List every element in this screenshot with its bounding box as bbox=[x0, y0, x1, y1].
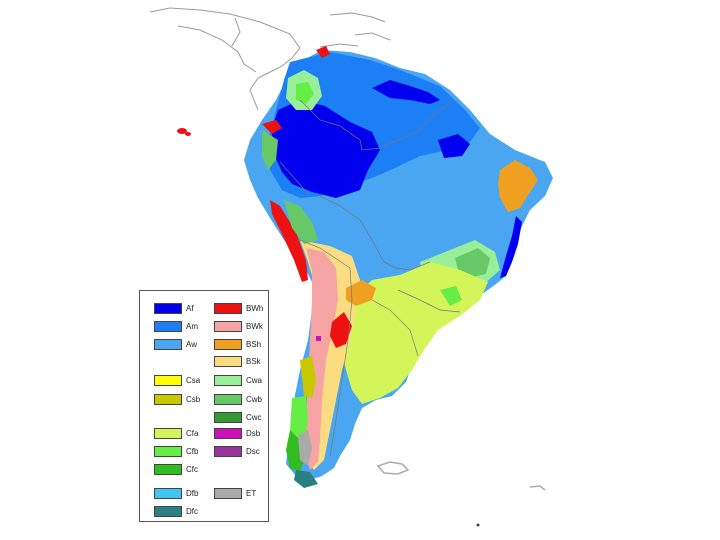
legend-swatch-et bbox=[214, 487, 242, 499]
cfb-colombia bbox=[296, 82, 314, 104]
legend-item-dfc: Dfc bbox=[154, 505, 198, 517]
legend-item-dsb: Dsb bbox=[214, 427, 260, 439]
bwh-north bbox=[262, 120, 282, 134]
dfc-tip bbox=[294, 470, 318, 488]
af-north-coast bbox=[372, 80, 440, 104]
legend-swatch-bwh bbox=[214, 302, 242, 314]
legend-label-cfc: Cfc bbox=[186, 464, 198, 474]
islands bbox=[177, 128, 546, 527]
bsh-ne-brazil bbox=[498, 160, 538, 212]
legend-item-cwc: Cwc bbox=[214, 411, 262, 423]
legend-label-dfb: Dfb bbox=[186, 488, 199, 498]
cwb-andes bbox=[284, 200, 318, 244]
legend-label-bwk: BWk bbox=[246, 321, 263, 331]
legend-label-bwh: BWh bbox=[246, 303, 264, 313]
legend-item-cfc: Cfc bbox=[154, 463, 198, 475]
legend-item-bwh: BWh bbox=[214, 302, 263, 314]
legend-label-cwa: Cwa bbox=[246, 375, 263, 385]
legend-item-am: Am bbox=[154, 320, 198, 332]
af-amazon bbox=[272, 100, 380, 198]
legend-label-am: Am bbox=[186, 321, 198, 331]
dsb-spot bbox=[316, 336, 321, 341]
legend-swatch-dfc bbox=[154, 505, 182, 517]
legend-item-dfb: Dfb bbox=[154, 487, 198, 499]
legend-label-cfb: Cfb bbox=[186, 446, 199, 456]
legend-item-csb: Csb bbox=[154, 393, 200, 405]
legend-swatch-af bbox=[154, 302, 182, 314]
bwh-caribbean bbox=[316, 46, 330, 58]
csb-chile bbox=[300, 356, 316, 398]
legend-label-dsc: Dsc bbox=[246, 446, 260, 456]
et-patagonia bbox=[298, 430, 312, 466]
legend-swatch-dfb bbox=[154, 487, 182, 499]
bwh-chaco bbox=[330, 312, 352, 348]
cfb-highlands bbox=[440, 286, 462, 306]
legend-label-bsk: BSk bbox=[246, 356, 261, 366]
legend-swatch-bsk bbox=[214, 355, 242, 367]
bwk-andes bbox=[304, 248, 338, 470]
legend-label-cwc: Cwc bbox=[246, 412, 262, 422]
legend-item-cfa: Cfa bbox=[154, 427, 198, 439]
map-legend: Af Am Aw Csa Csb Cfa Cfb Cfc Dfb Dfc BWh bbox=[139, 290, 269, 522]
legend-item-bwk: BWk bbox=[214, 320, 263, 332]
af-east-patch bbox=[438, 134, 470, 158]
legend-item-csa: Csa bbox=[154, 374, 200, 386]
legend-label-cwb: Cwb bbox=[246, 394, 263, 404]
legend-item-bsk: BSk bbox=[214, 355, 261, 367]
legend-label-bsh: BSh bbox=[246, 339, 262, 349]
legend-swatch-am bbox=[154, 320, 182, 332]
cwb-colombia bbox=[262, 130, 278, 170]
legend-label-csb: Csb bbox=[186, 394, 201, 404]
af-east-coast bbox=[500, 216, 522, 278]
legend-item-cwb: Cwb bbox=[214, 393, 262, 405]
legend-label-dfc: Dfc bbox=[186, 506, 198, 516]
legend-label-dsb: Dsb bbox=[246, 428, 261, 438]
legend-label-csa: Csa bbox=[186, 375, 201, 385]
legend-swatch-cwc bbox=[214, 411, 242, 423]
legend-item-bsh: BSh bbox=[214, 338, 261, 350]
legend-swatch-bwk bbox=[214, 320, 242, 332]
legend-swatch-bsh bbox=[214, 338, 242, 350]
cwb-brazil bbox=[455, 248, 490, 278]
bsh-chaco bbox=[346, 280, 376, 306]
legend-swatch-aw bbox=[154, 338, 182, 350]
legend-swatch-cwb bbox=[214, 393, 242, 405]
legend-swatch-cfb bbox=[154, 445, 182, 457]
legend-label-et: ET bbox=[246, 488, 257, 498]
legend-swatch-dsb bbox=[214, 427, 242, 439]
legend-label-cfa: Cfa bbox=[186, 428, 199, 438]
legend-item-aw: Aw bbox=[154, 338, 197, 350]
legend-swatch-dsc bbox=[214, 445, 242, 457]
legend-label-af: Af bbox=[186, 303, 194, 313]
legend-item-dsc: Dsc bbox=[214, 445, 260, 457]
legend-item-cfb: Cfb bbox=[154, 445, 198, 457]
legend-label-aw: Aw bbox=[186, 339, 197, 349]
legend-item-af: Af bbox=[154, 302, 194, 314]
legend-item-et: ET bbox=[214, 487, 256, 499]
legend-swatch-csa bbox=[154, 374, 182, 386]
legend-swatch-cfa bbox=[154, 427, 182, 439]
country-borders bbox=[279, 99, 461, 457]
legend-item-cwa: Cwa bbox=[214, 374, 262, 386]
central-america-outline bbox=[149, 7, 391, 111]
legend-swatch-csb bbox=[154, 393, 182, 405]
legend-swatch-cwa bbox=[214, 374, 242, 386]
bwh-coast bbox=[270, 200, 308, 282]
legend-swatch-cfc bbox=[154, 463, 182, 475]
